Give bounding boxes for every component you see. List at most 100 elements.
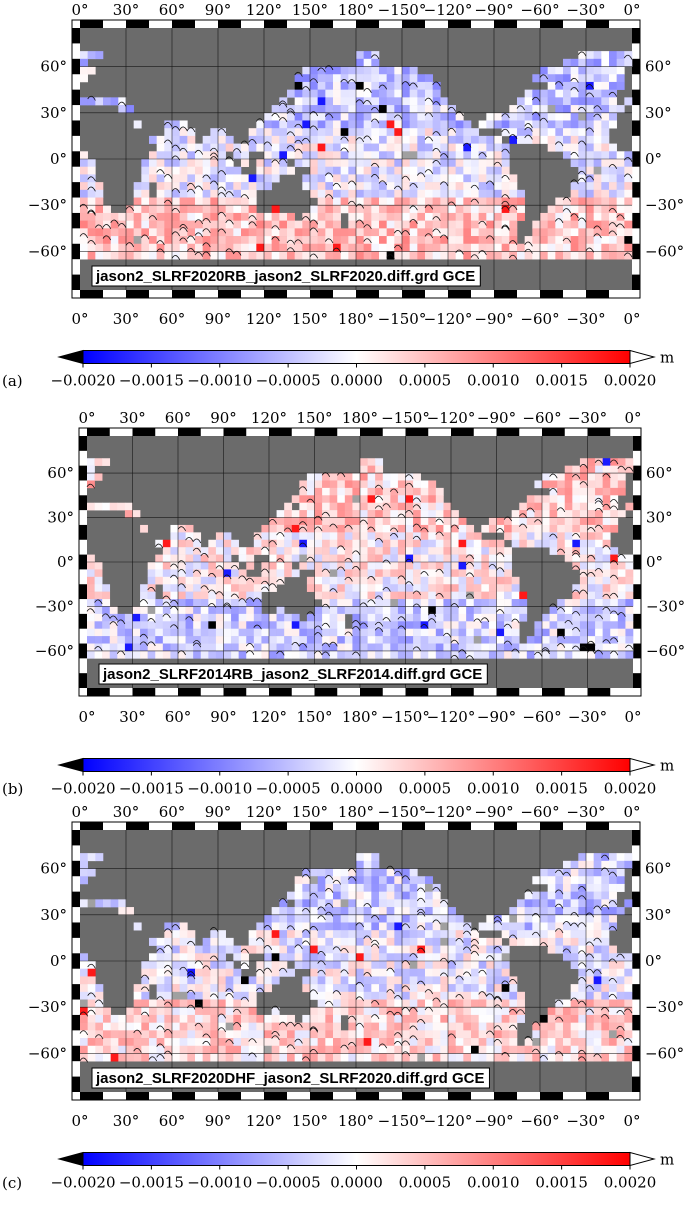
grid-file-label: jason2_SLRF2014RB_jason2_SLRF2014.diff.g… bbox=[98, 663, 488, 685]
colorbar-tick-label: 0.0005 bbox=[399, 372, 452, 390]
colorbar: −0.0020 −0.0015 −0.0010 −0.0005 0.0000 0.0005… bbox=[50, 349, 674, 390]
colorbar-tick-label: −0.0020 bbox=[50, 1174, 115, 1192]
latitude-tick-label: 30° bbox=[645, 104, 672, 122]
latitude-tick-label: 30° bbox=[40, 104, 67, 122]
map-area bbox=[86, 436, 634, 688]
longitude-tick-label: 120° bbox=[246, 1, 282, 19]
longitude-tick-label: −120° bbox=[424, 1112, 473, 1130]
longitude-tick-label: −90° bbox=[474, 1, 513, 19]
contour-lines bbox=[79, 51, 633, 260]
longitude-tick-label: 150° bbox=[296, 409, 332, 427]
colorbar-tick-label: −0.0015 bbox=[119, 372, 184, 390]
colorbar-tick-label: 0.0015 bbox=[535, 1174, 588, 1192]
longitude-tick-label: 0° bbox=[624, 409, 641, 427]
colorbar-tick-label: −0.0010 bbox=[187, 1174, 252, 1192]
longitude-tick-label: −120° bbox=[427, 409, 476, 427]
longitude-tick-label: 120° bbox=[246, 803, 282, 821]
latitude-tick-label: 30° bbox=[645, 906, 672, 924]
longitude-ticks-bottom: 0° 30° 60° 90° 120° 150° 180° −150°−120° −90° −60… bbox=[71, 310, 640, 328]
longitude-tick-label: 90° bbox=[210, 708, 237, 726]
colorbar: −0.0020 −0.0015 −0.0010 −0.0005 0.0000 0.0005… bbox=[50, 1151, 674, 1192]
longitude-ticks-bottom: 0° 30° 60° 90° 120° 150° 180° −150°−120° −90° −60… bbox=[78, 708, 641, 726]
longitude-tick-label: 90° bbox=[205, 803, 232, 821]
longitude-tick-label: 30° bbox=[113, 1, 140, 19]
grid-file-label: jason2_SLRF2020DHF_jason2_SLRF2020.diff.… bbox=[91, 1067, 490, 1089]
colorbar-tick-label: 0.0020 bbox=[604, 1174, 657, 1192]
longitude-tick-label: −150° bbox=[378, 1112, 427, 1130]
colorbar-high-triangle bbox=[629, 349, 656, 365]
latitude-tick-label: 0° bbox=[50, 952, 67, 970]
longitude-tick-label: −150° bbox=[381, 409, 430, 427]
map-area bbox=[79, 830, 633, 1092]
longitude-tick-label: 90° bbox=[205, 1112, 232, 1130]
longitude-tick-label: −60° bbox=[520, 803, 559, 821]
colorbar-tick-label: −0.0015 bbox=[119, 780, 184, 798]
colorbar-tick-label: −0.0005 bbox=[256, 780, 321, 798]
longitude-tick-label: −150° bbox=[381, 708, 430, 726]
colorbar-gradient bbox=[82, 350, 631, 364]
latitude-tick-label: 60° bbox=[645, 860, 672, 878]
panel-b: jason2_SLRF2014RB_jason2_SLRF2014.diff.g… bbox=[2, 409, 685, 798]
latitude-tick-label: −60° bbox=[28, 242, 67, 260]
longitude-tick-label: 0° bbox=[71, 1112, 88, 1130]
colorbar: −0.0020 −0.0015 −0.0010 −0.0005 0.0000 0.0005… bbox=[50, 757, 674, 798]
longitude-tick-label: −90° bbox=[474, 1112, 513, 1130]
colorbar-tick-label: 0.0000 bbox=[330, 372, 383, 390]
longitude-ticks-top: 0° 30° 60° 90° 120° 150° 180° −150°−120° −90° −60… bbox=[71, 1, 640, 19]
longitude-tick-label: 120° bbox=[251, 708, 287, 726]
longitude-tick-label: 150° bbox=[292, 803, 328, 821]
colorbar-tick-label: 0.0010 bbox=[467, 372, 520, 390]
longitude-tick-label: 30° bbox=[113, 803, 140, 821]
latitude-ticks-right: 60° 30° 0° −30° −60° bbox=[645, 860, 684, 1063]
colorbar-high-triangle bbox=[629, 1151, 656, 1167]
longitude-tick-label: −150° bbox=[378, 310, 427, 328]
latitude-tick-label: 60° bbox=[645, 58, 672, 76]
latitude-tick-label: 60° bbox=[47, 464, 74, 482]
longitude-tick-label: 150° bbox=[292, 1112, 328, 1130]
colorbar-gradient bbox=[82, 758, 631, 772]
longitude-tick-label: −60° bbox=[522, 409, 561, 427]
latitude-tick-label: 0° bbox=[646, 553, 663, 571]
longitude-tick-label: −90° bbox=[477, 708, 516, 726]
longitude-tick-label: 60° bbox=[159, 803, 186, 821]
latitude-tick-label: −60° bbox=[645, 1044, 684, 1062]
colorbar-unit: m bbox=[660, 757, 674, 775]
longitude-tick-label: −120° bbox=[424, 1, 473, 19]
longitude-tick-label: 180° bbox=[342, 409, 378, 427]
longitude-tick-label: −30° bbox=[566, 803, 605, 821]
longitude-tick-label: −60° bbox=[520, 1112, 559, 1130]
colorbar-low-triangle bbox=[57, 1151, 84, 1167]
ocean-difference-cells bbox=[87, 458, 634, 659]
latitude-tick-label: −30° bbox=[28, 998, 67, 1016]
latitude-tick-label: 60° bbox=[40, 860, 67, 878]
latitude-tick-label: 30° bbox=[47, 509, 74, 527]
colorbar-tick-label: 0.0020 bbox=[604, 372, 657, 390]
colorbar-tick-label: 0.0015 bbox=[535, 780, 588, 798]
colorbar-low-triangle bbox=[57, 349, 84, 365]
longitude-ticks-top: 0° 30° 60° 90° 120° 150° 180° −150°−120° −90° −60… bbox=[71, 803, 640, 821]
latitude-tick-label: 30° bbox=[646, 509, 673, 527]
longitude-tick-label: 30° bbox=[119, 708, 146, 726]
longitude-tick-label: −120° bbox=[424, 310, 473, 328]
graticule bbox=[87, 436, 633, 688]
colorbar-tick-label: −0.0010 bbox=[187, 780, 252, 798]
contour-lines bbox=[86, 459, 634, 660]
colorbar-low-triangle bbox=[57, 757, 84, 773]
longitude-ticks-bottom: 0° 30° 60° 90° 120° 150° 180° −150°−120° −90° −60… bbox=[71, 1112, 640, 1130]
latitude-ticks-left: 60° 30° 0° −30° −60° bbox=[35, 464, 74, 660]
longitude-tick-label: 180° bbox=[338, 1, 374, 19]
latitude-tick-label: 30° bbox=[40, 906, 67, 924]
grid-file-label-text: jason2_SLRF2014RB_jason2_SLRF2014.diff.g… bbox=[102, 666, 482, 683]
panel-c: jason2_SLRF2020DHF_jason2_SLRF2020.diff.… bbox=[2, 803, 684, 1192]
latitude-ticks-right: 60° 30° 0° −30° −60° bbox=[646, 464, 685, 660]
graticule bbox=[80, 28, 632, 290]
longitude-tick-label: 180° bbox=[342, 708, 378, 726]
longitude-tick-label: 180° bbox=[338, 1112, 374, 1130]
longitude-tick-label: −120° bbox=[427, 708, 476, 726]
longitude-tick-label: −120° bbox=[424, 803, 473, 821]
colorbar-gradient bbox=[82, 1152, 631, 1166]
panel-a: jason2_SLRF2020RB_jason2_SLRF2020.diff.g… bbox=[2, 1, 684, 390]
latitude-tick-label: −60° bbox=[28, 1044, 67, 1062]
colorbar-tick-label: −0.0015 bbox=[119, 1174, 184, 1192]
longitude-tick-label: 180° bbox=[338, 803, 374, 821]
